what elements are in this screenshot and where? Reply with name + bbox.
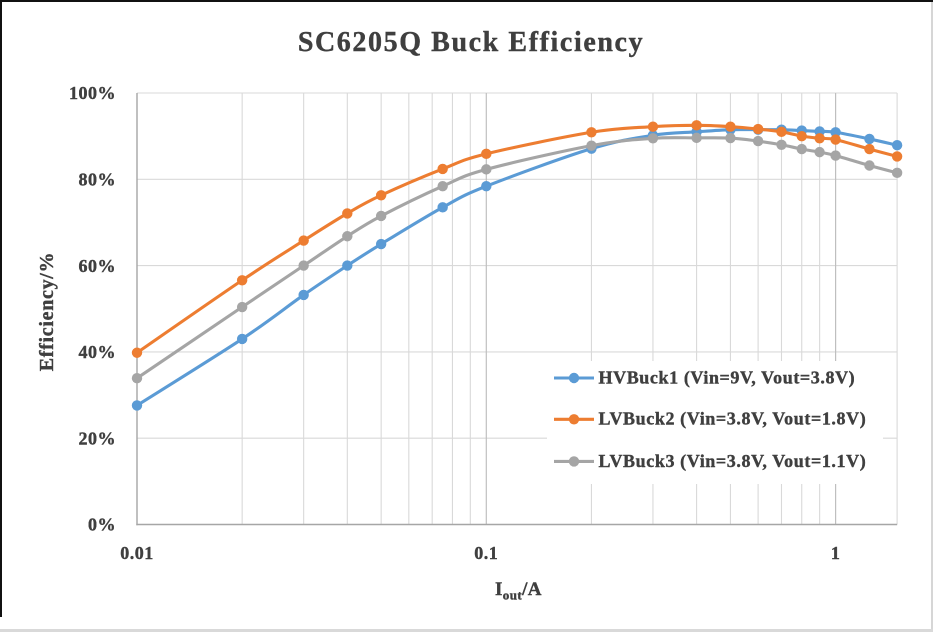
svg-text:40%: 40% xyxy=(79,342,117,362)
svg-text:LVBuck3 (Vin=3.8V, Vout=1.1V): LVBuck3 (Vin=3.8V, Vout=1.1V) xyxy=(599,451,867,472)
svg-text:Iout/A: Iout/A xyxy=(495,579,542,603)
svg-text:60%: 60% xyxy=(79,256,117,276)
svg-text:LVBuck2 (Vin=3.8V, Vout=1.8V): LVBuck2 (Vin=3.8V, Vout=1.8V) xyxy=(599,409,867,430)
svg-text:20%: 20% xyxy=(79,428,117,448)
svg-text:80%: 80% xyxy=(79,170,117,190)
svg-text:SC6205Q Buck Efficiency: SC6205Q Buck Efficiency xyxy=(298,27,644,58)
svg-text:HVBuck1 (Vin=9V, Vout=3.8V): HVBuck1 (Vin=9V, Vout=3.8V) xyxy=(599,367,856,388)
svg-text:0.01: 0.01 xyxy=(120,543,154,563)
svg-text:0.1: 0.1 xyxy=(474,543,498,563)
svg-text:100%: 100% xyxy=(69,83,116,103)
svg-text:Efficiency/%: Efficiency/% xyxy=(36,252,58,371)
svg-text:1: 1 xyxy=(831,543,841,563)
svg-text:0%: 0% xyxy=(88,515,116,535)
